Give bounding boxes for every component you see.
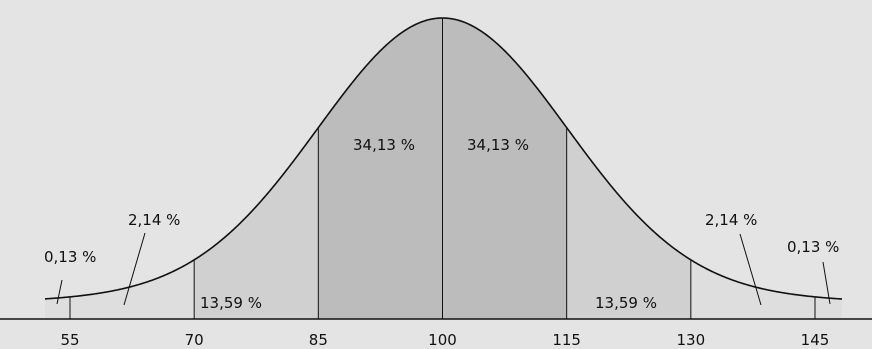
percent-label-band-2: 13,59 % — [200, 294, 262, 312]
leader-line-tail-left — [56, 279, 63, 305]
band-70-85 — [194, 127, 319, 319]
tick-label-100: 100 — [428, 331, 457, 349]
axis-layer: 55 70 85 100 115 130 145 — [0, 318, 872, 349]
tick-label-55: 55 — [60, 331, 79, 349]
percent-label-band-6: 2,14 % — [705, 211, 757, 229]
tick-label-145: 145 — [801, 331, 830, 349]
band-100-115 — [442, 18, 567, 319]
curve-layer — [44, 17, 843, 319]
tail-right-area — [815, 296, 842, 319]
band-55-70 — [70, 259, 195, 319]
percent-label-tail-right: 0,13 % — [787, 238, 839, 256]
percent-label-band-4: 34,13 % — [467, 136, 529, 154]
leader-line-tail-right — [822, 261, 831, 305]
leader-line-band-6 — [739, 233, 762, 306]
tick-label-85: 85 — [309, 331, 328, 349]
band-85-100 — [318, 18, 443, 319]
band-130-145 — [690, 259, 815, 319]
percent-label-band-3: 34,13 % — [353, 136, 415, 154]
tick-label-70: 70 — [185, 331, 204, 349]
leader-line-band-1 — [123, 232, 146, 306]
bands-layer — [45, 18, 842, 319]
percent-label-band-1: 2,14 % — [128, 211, 180, 229]
tail-left-area — [45, 296, 70, 319]
percent-label-tail-left: 0,13 % — [44, 248, 96, 266]
band-115-130 — [566, 127, 691, 319]
label-layer: 0,13 % 2,14 % 13,59 % 34,13 % 34,13 % 13,59 %… — [44, 136, 839, 312]
percent-label-band-5: 13,59 % — [595, 294, 657, 312]
density-curve — [44, 17, 843, 300]
tick-label-130: 130 — [677, 331, 706, 349]
tick-label-115: 115 — [552, 331, 581, 349]
